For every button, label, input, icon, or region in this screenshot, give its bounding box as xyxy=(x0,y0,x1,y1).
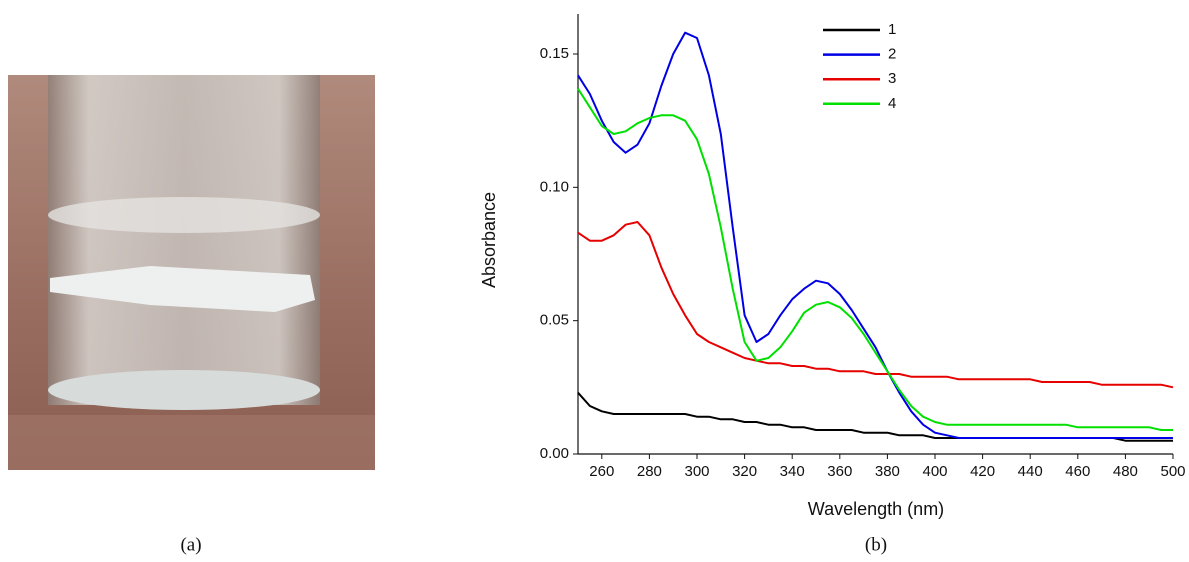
x-tick-label: 440 xyxy=(1018,463,1043,480)
x-tick-label: 360 xyxy=(827,463,852,480)
caption: (b) xyxy=(865,534,887,555)
x-tick-label: 280 xyxy=(637,463,662,480)
vial xyxy=(48,75,320,405)
y-axis-title: Absorbance xyxy=(479,192,499,288)
vial-base xyxy=(48,370,320,410)
x-axis-title: Wavelength (nm) xyxy=(808,499,944,519)
x-tick-label: 420 xyxy=(970,463,995,480)
y-tick-label: 0.05 xyxy=(540,312,569,329)
x-tick-label: 340 xyxy=(780,463,805,480)
y-tick-label: 0.15 xyxy=(540,45,569,62)
x-tick-label: 500 xyxy=(1160,463,1185,480)
x-tick-label: 380 xyxy=(875,463,900,480)
y-tick-label: 0.10 xyxy=(540,178,569,195)
film xyxy=(50,266,315,312)
photo xyxy=(8,75,375,470)
y-tick-label: 0.00 xyxy=(540,445,569,462)
x-tick-label: 480 xyxy=(1113,463,1138,480)
x-tick-label: 300 xyxy=(684,463,709,480)
x-tick-label: 460 xyxy=(1065,463,1090,480)
liquid-surface xyxy=(48,197,320,233)
x-tick-label: 320 xyxy=(732,463,757,480)
legend-label: 2 xyxy=(888,46,896,63)
series-line xyxy=(577,31,1173,439)
caption: (a) xyxy=(180,534,201,555)
series-line xyxy=(577,221,1174,389)
reflection xyxy=(8,415,375,470)
series-line xyxy=(577,392,1173,442)
series-line xyxy=(577,88,1173,431)
x-tick-label: 400 xyxy=(922,463,947,480)
legend-label: 1 xyxy=(888,21,896,38)
legend-label: 4 xyxy=(888,95,896,112)
x-tick-label: 260 xyxy=(589,463,614,480)
legend-label: 3 xyxy=(888,70,896,87)
